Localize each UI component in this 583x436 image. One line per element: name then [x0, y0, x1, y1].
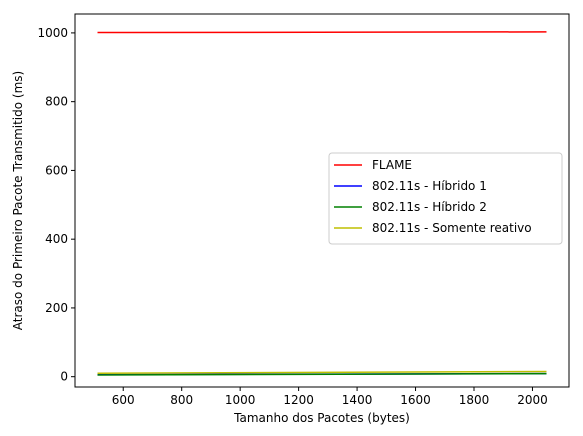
y-tick-label: 200: [45, 301, 68, 315]
x-tick-label: 1000: [225, 393, 256, 407]
legend-items: FLAME 802.11s - Híbrido 1 802.11s - Híbrid…: [334, 158, 532, 235]
legend-label-2: 802.11s - Híbrido 1: [372, 179, 487, 193]
x-tick-label: 800: [170, 393, 193, 407]
plot-frame: [74, 13, 570, 388]
series-layer: [97, 31, 547, 376]
y-tick-label: 1000: [37, 26, 68, 40]
y-tick-label: 0: [60, 370, 68, 384]
x-axis-ticks: 600 800 1000 1200 1400 1600 1800 2000: [112, 387, 548, 407]
y-axis-label: Atraso do Primeiro Pacote Transmitido (m…: [11, 71, 25, 330]
legend-box: [328, 152, 563, 245]
y-axis-ticks: 0 200 400 600 800 1000: [37, 26, 75, 384]
legend-label-1: FLAME: [372, 158, 412, 172]
y-tick-label: 800: [45, 95, 68, 109]
x-tick-label: 600: [112, 393, 135, 407]
legend: FLAME 802.11s - Híbrido 1 802.11s - Híbrid…: [328, 152, 563, 245]
x-tick-label: 1200: [283, 393, 314, 407]
legend-label-3: 802.11s - Híbrido 2: [372, 200, 487, 214]
y-tick-label: 400: [45, 232, 68, 246]
x-axis-label: Tamanho dos Pacotes (bytes): [233, 411, 410, 425]
x-tick-label: 1400: [342, 393, 373, 407]
x-tick-label: 2000: [517, 393, 548, 407]
x-tick-label: 1800: [459, 393, 490, 407]
x-tick-label: 1600: [400, 393, 431, 407]
series-line-1: [97, 31, 547, 34]
series-line-3: [97, 372, 547, 376]
y-tick-label: 600: [45, 163, 68, 177]
legend-label-4: 802.11s - Somente reativo: [372, 221, 532, 235]
series-line-4: [97, 370, 547, 374]
